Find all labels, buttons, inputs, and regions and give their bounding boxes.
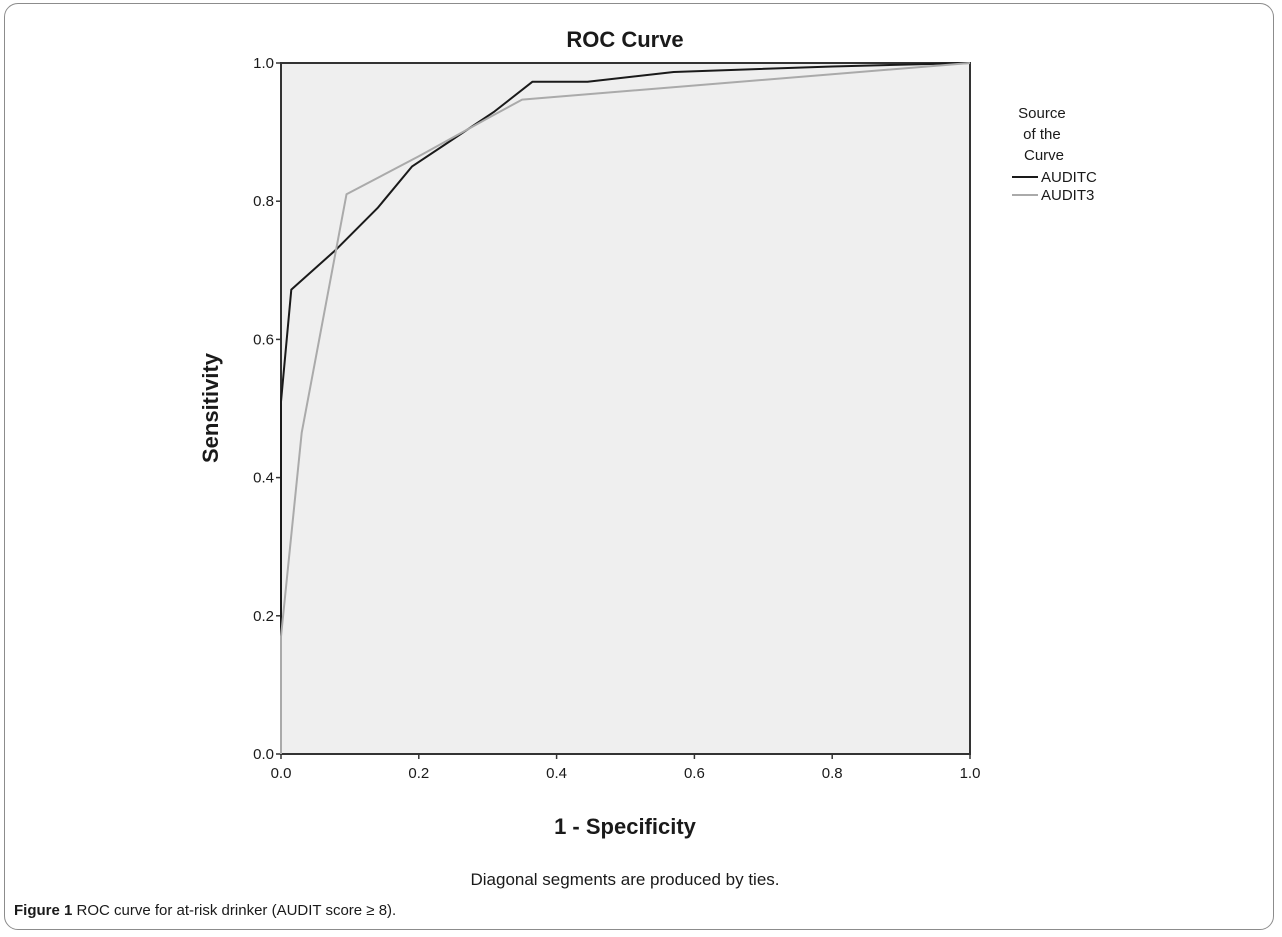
series-lines [280,62,971,754]
y-tick-label: 0.4 [253,470,274,487]
x-tick-label: 1.0 [960,765,981,782]
plot-area [280,62,971,755]
figure-label: Figure 1 [14,902,73,919]
chart-title: ROC Curve [566,27,683,52]
y-tick-label: 0.8 [253,193,274,210]
x-tick-label: 0.4 [546,765,567,782]
x-tick-label: 0.2 [408,765,429,782]
x-tick-label: 0.8 [822,765,843,782]
series-line-audit3 [280,62,971,754]
y-axis-label: Sensitivity [198,352,223,463]
y-tick-label: 0.6 [253,331,274,348]
legend-title: Source of the Curve [1018,105,1070,164]
legend-label-auditc: AUDITC [1041,169,1097,186]
legend: Source of the Curve AUDITC AUDIT3 [1012,105,1097,204]
y-tick-label: 0.2 [253,608,274,625]
series-line-auditc [280,62,971,754]
y-tick-label: 1.0 [253,55,274,72]
figure-caption: Figure 1 ROC curve for at-risk drinker (… [14,902,396,919]
x-tick-label: 0.0 [271,765,292,782]
legend-label-audit3: AUDIT3 [1041,187,1094,204]
figure-caption-text: ROC curve for at-risk drinker (AUDIT sco… [76,902,397,919]
ties-note: Diagonal segments are produced by ties. [470,870,779,889]
y-tick-label: 0.0 [253,746,274,763]
x-axis-label: 1 - Specificity [554,814,697,839]
x-tick-label: 0.6 [684,765,705,782]
axis-ticks: 0.0 0.2 0.4 0.6 0.8 1.0 0.0 0.2 0.4 0.6 0.8 1.0 [253,55,980,782]
